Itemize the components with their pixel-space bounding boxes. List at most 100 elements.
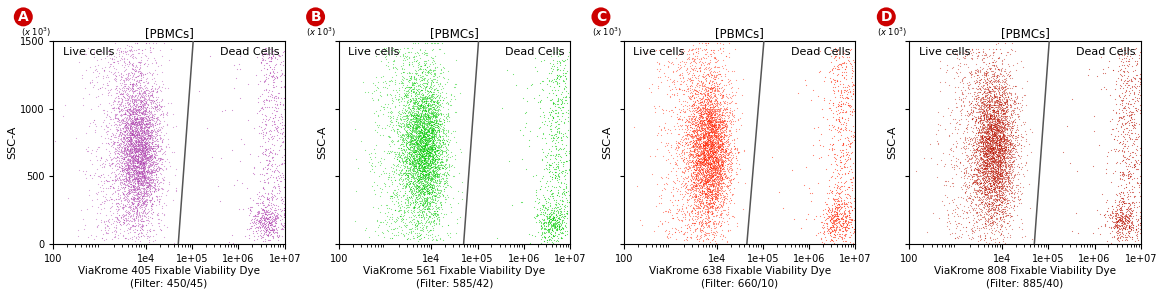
Point bbox=[697, 177, 716, 182]
Point bbox=[532, 210, 551, 215]
Point bbox=[989, 86, 1008, 91]
Point bbox=[837, 128, 856, 133]
Point bbox=[541, 220, 560, 225]
Point bbox=[257, 197, 276, 202]
Point bbox=[149, 142, 168, 147]
Point bbox=[707, 127, 725, 132]
Point bbox=[994, 141, 1013, 146]
Point bbox=[979, 131, 998, 135]
Point bbox=[127, 140, 146, 145]
Point bbox=[704, 171, 723, 176]
Point bbox=[977, 81, 995, 86]
Point bbox=[703, 198, 722, 203]
Point bbox=[1123, 165, 1142, 170]
Point bbox=[1007, 185, 1025, 189]
Point bbox=[964, 148, 982, 153]
Point bbox=[686, 228, 704, 233]
Point bbox=[981, 67, 1000, 72]
Point bbox=[717, 138, 736, 143]
Point bbox=[688, 210, 707, 215]
Point bbox=[982, 143, 1001, 148]
Point bbox=[840, 153, 859, 157]
Point bbox=[1107, 213, 1126, 217]
Point bbox=[123, 224, 142, 229]
Point bbox=[991, 163, 1009, 167]
Point bbox=[148, 181, 166, 186]
Point bbox=[999, 195, 1017, 200]
Point bbox=[1006, 146, 1024, 151]
Point bbox=[132, 135, 150, 140]
Point bbox=[723, 112, 741, 116]
Point bbox=[704, 188, 723, 193]
Point bbox=[431, 178, 449, 183]
Point bbox=[260, 158, 278, 162]
Point bbox=[1007, 135, 1025, 140]
Point bbox=[702, 135, 721, 140]
Point bbox=[993, 108, 1012, 112]
Point bbox=[265, 77, 284, 82]
Point bbox=[125, 146, 143, 151]
Point bbox=[996, 178, 1015, 183]
Point bbox=[554, 189, 573, 194]
Point bbox=[1115, 177, 1134, 182]
Point bbox=[1006, 119, 1024, 124]
Point bbox=[418, 140, 436, 145]
Point bbox=[150, 196, 169, 201]
Point bbox=[700, 147, 718, 152]
Point bbox=[1002, 176, 1021, 181]
Point bbox=[1003, 169, 1022, 173]
Point bbox=[112, 165, 130, 170]
Point bbox=[972, 173, 991, 178]
Point bbox=[715, 154, 733, 159]
Point bbox=[419, 165, 438, 169]
Point bbox=[714, 147, 732, 152]
Point bbox=[122, 200, 141, 205]
Point bbox=[549, 171, 568, 176]
Point bbox=[126, 148, 144, 152]
Point bbox=[987, 196, 1006, 201]
Point bbox=[963, 177, 981, 181]
Point bbox=[1110, 206, 1129, 211]
Point bbox=[993, 119, 1012, 124]
Point bbox=[118, 99, 136, 104]
Point bbox=[696, 151, 715, 156]
Point bbox=[129, 73, 148, 78]
Point bbox=[419, 136, 438, 141]
Point bbox=[113, 149, 132, 154]
Point bbox=[1090, 143, 1108, 148]
Point bbox=[119, 242, 137, 246]
Point bbox=[975, 141, 994, 146]
Point bbox=[711, 119, 730, 124]
Point bbox=[709, 139, 728, 144]
Point bbox=[377, 92, 396, 96]
Point bbox=[139, 157, 157, 161]
Point bbox=[719, 165, 738, 170]
Point bbox=[125, 198, 143, 203]
Point bbox=[139, 91, 157, 95]
Point bbox=[838, 52, 857, 57]
Point bbox=[434, 172, 453, 177]
Y-axis label: SSC-A: SSC-A bbox=[888, 126, 897, 159]
Point bbox=[979, 117, 998, 122]
Point bbox=[144, 188, 163, 193]
Point bbox=[686, 183, 704, 188]
Point bbox=[407, 163, 426, 168]
Point bbox=[690, 165, 709, 170]
Point bbox=[836, 136, 854, 141]
Point bbox=[554, 181, 573, 186]
Point bbox=[417, 111, 435, 116]
Point bbox=[1000, 163, 1018, 167]
Point bbox=[426, 222, 445, 227]
Point bbox=[842, 203, 860, 208]
Point bbox=[399, 147, 418, 151]
Point bbox=[686, 123, 704, 128]
Point bbox=[262, 98, 281, 102]
Point bbox=[116, 50, 135, 54]
Point bbox=[967, 219, 986, 224]
Point bbox=[141, 130, 159, 134]
Point bbox=[249, 194, 268, 199]
Point bbox=[423, 110, 441, 115]
Point bbox=[681, 148, 700, 152]
Point bbox=[700, 201, 718, 206]
Point bbox=[545, 211, 563, 216]
